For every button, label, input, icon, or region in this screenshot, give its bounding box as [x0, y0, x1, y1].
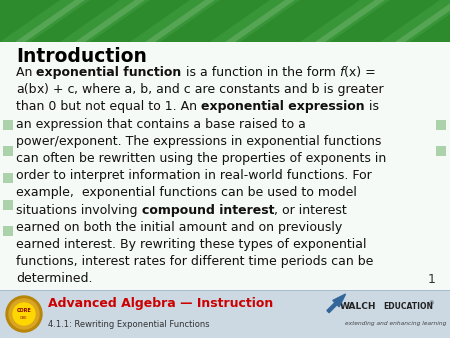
Text: is: is — [364, 100, 378, 114]
Bar — [3, 200, 13, 210]
Text: 1: 1 — [428, 273, 436, 286]
Text: 4.1.1: Rewriting Exponential Functions: 4.1.1: Rewriting Exponential Functions — [48, 320, 210, 329]
Text: determined.: determined. — [16, 272, 93, 285]
Text: ®: ® — [428, 301, 433, 306]
Circle shape — [13, 303, 35, 325]
Bar — [0, 290, 450, 338]
Text: functions, interest rates for different time periods can be: functions, interest rates for different … — [16, 255, 373, 268]
Text: earned interest. By rewriting these types of exponential: earned interest. By rewriting these type… — [16, 238, 366, 251]
Bar — [3, 226, 13, 236]
Polygon shape — [145, 0, 215, 42]
Text: ORE: ORE — [20, 316, 28, 320]
Text: (x) =: (x) = — [344, 66, 376, 79]
Polygon shape — [130, 0, 220, 42]
Text: order to interpret information in real-world functions. For: order to interpret information in real-w… — [16, 169, 372, 182]
Text: , where a, b, and c are constants and b is greater: , where a, b, and c are constants and b … — [74, 83, 384, 96]
Bar — [3, 173, 13, 183]
Polygon shape — [300, 0, 390, 42]
Text: compound interest: compound interest — [141, 203, 274, 217]
Text: situations involving: situations involving — [16, 203, 141, 217]
FancyArrow shape — [327, 294, 346, 313]
Text: than 0 but not equal to 1. An: than 0 but not equal to 1. An — [16, 100, 201, 114]
Text: An: An — [16, 66, 36, 79]
Polygon shape — [15, 0, 85, 42]
Text: example,  exponential functions can be used to model: example, exponential functions can be us… — [16, 186, 357, 199]
Text: Introduction: Introduction — [16, 47, 147, 66]
Circle shape — [9, 299, 39, 329]
Polygon shape — [75, 0, 145, 42]
Text: EDUCATION: EDUCATION — [383, 302, 433, 311]
Text: exponential function: exponential function — [36, 66, 182, 79]
Text: x: x — [36, 83, 44, 96]
Text: exponential expression: exponential expression — [201, 100, 364, 114]
Polygon shape — [380, 0, 450, 42]
Text: extending and enhancing learning: extending and enhancing learning — [345, 321, 446, 326]
Circle shape — [6, 296, 42, 332]
Bar — [3, 120, 13, 130]
Polygon shape — [315, 0, 385, 42]
Bar — [436, 120, 446, 130]
Text: a(b: a(b — [16, 83, 36, 96]
Polygon shape — [395, 0, 450, 42]
Polygon shape — [225, 0, 295, 42]
Polygon shape — [60, 0, 150, 42]
Text: , or interest: , or interest — [274, 203, 347, 217]
Text: power/exponent. The expressions in exponential functions: power/exponent. The expressions in expon… — [16, 135, 382, 148]
Text: an expression that contains a base raised to a: an expression that contains a base raise… — [16, 118, 306, 130]
Polygon shape — [0, 0, 90, 42]
Text: f: f — [339, 66, 344, 79]
Text: CORE: CORE — [17, 309, 32, 314]
Text: WALCH: WALCH — [340, 302, 377, 311]
Bar — [436, 146, 446, 156]
Bar — [0, 0, 450, 42]
Text: earned on both the initial amount and on previously: earned on both the initial amount and on… — [16, 221, 342, 234]
Text: can often be rewritten using the properties of exponents in: can often be rewritten using the propert… — [16, 152, 386, 165]
Bar — [0, 290, 450, 291]
Polygon shape — [210, 0, 300, 42]
Text: ) + c: ) + c — [44, 83, 74, 96]
Bar — [0, 42, 450, 290]
Text: Advanced Algebra — Instruction: Advanced Algebra — Instruction — [48, 297, 273, 310]
Bar — [3, 146, 13, 156]
Text: is a function in the form: is a function in the form — [182, 66, 339, 79]
